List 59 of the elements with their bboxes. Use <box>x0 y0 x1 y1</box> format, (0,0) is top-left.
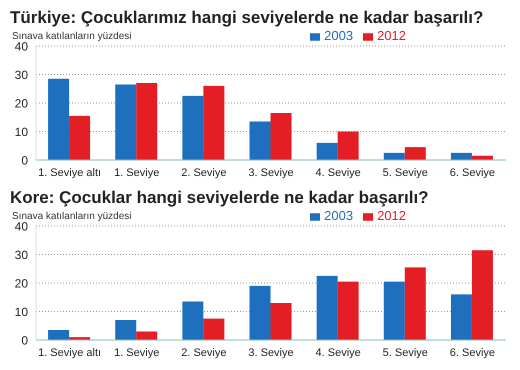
legend-label: 2003 <box>324 208 354 223</box>
bar <box>316 142 338 160</box>
bar <box>404 147 426 160</box>
y-tick-label: 40 <box>14 219 28 234</box>
bar <box>182 302 204 340</box>
bar <box>450 294 472 340</box>
bar <box>472 156 493 160</box>
x-tick-label: 2. Seviye <box>181 346 226 359</box>
x-tick-label: 1. Seviye <box>114 166 160 179</box>
y-tick-label: 0 <box>21 153 28 168</box>
x-tick-label: 3. Seviye <box>248 346 294 359</box>
x-tick-label: 5. Seviye <box>382 346 428 359</box>
bar <box>338 282 359 340</box>
y-tick-label: 40 <box>14 39 28 54</box>
y-tick-label: 20 <box>14 96 28 110</box>
y-tick-label: 10 <box>14 304 28 319</box>
bar <box>404 267 426 340</box>
legend-label: 2003 <box>324 28 354 43</box>
x-tick-label: 2. Seviye <box>181 166 226 179</box>
y-tick-label: 30 <box>14 248 28 262</box>
y-tick-label: 10 <box>14 124 28 139</box>
bar <box>250 286 271 340</box>
y-tick-label: 20 <box>14 276 28 290</box>
y-axis-title: Sınava katılanların yüzdesi <box>12 31 132 42</box>
chart-title: Kore: Çocuklar hangi seviyelerde ne kadar başarılı? <box>9 188 430 208</box>
x-tick-label: 5. Seviye <box>382 166 428 179</box>
bar <box>384 152 405 160</box>
bar <box>270 112 292 160</box>
bar <box>203 86 224 160</box>
bar <box>203 318 224 340</box>
bar <box>250 122 271 160</box>
bar <box>136 83 158 160</box>
bar <box>48 330 70 340</box>
x-tick-label: 4. Seviye <box>316 166 361 179</box>
bar <box>450 152 472 160</box>
y-tick-label: 0 <box>21 333 28 348</box>
legend-label: 2012 <box>377 28 406 43</box>
bar <box>338 132 359 160</box>
bar <box>384 282 405 340</box>
bar <box>472 250 493 340</box>
x-tick-label: 3. Seviye <box>248 166 294 179</box>
bar <box>115 84 136 160</box>
y-tick-label: 30 <box>14 68 28 82</box>
bar <box>69 116 90 160</box>
x-tick-label: 1. Seviye <box>114 346 160 359</box>
bar <box>136 331 158 340</box>
bar <box>182 96 204 160</box>
bar <box>115 320 136 340</box>
x-tick-label: 1. Seviye altı <box>38 166 102 179</box>
bar <box>270 302 292 340</box>
x-tick-label: 6. Seviye <box>450 346 496 359</box>
x-tick-label: 6. Seviye <box>450 166 496 179</box>
x-tick-label: 1. Seviye altı <box>38 346 102 359</box>
bar <box>316 276 338 340</box>
x-tick-label: 4. Seviye <box>316 346 361 359</box>
chart-title: Türkiye: Çocuklarımız hangi seviyelerde ne kadar başarılı? <box>9 8 484 28</box>
legend-label: 2012 <box>377 208 406 223</box>
y-axis-title: Sınava katılanların yüzdesi <box>12 211 132 222</box>
bar <box>48 78 70 160</box>
